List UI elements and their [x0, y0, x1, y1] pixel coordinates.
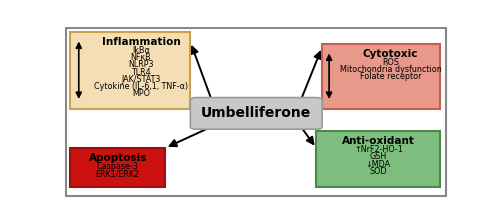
- FancyBboxPatch shape: [70, 32, 190, 109]
- Text: Cytokine (IL-6,1, TNF-α): Cytokine (IL-6,1, TNF-α): [94, 82, 188, 91]
- Text: Apoptosis: Apoptosis: [88, 153, 147, 163]
- Text: Folate receptor: Folate receptor: [360, 72, 422, 81]
- Text: GSH: GSH: [370, 153, 387, 161]
- Text: Inflammation: Inflammation: [102, 37, 180, 47]
- FancyBboxPatch shape: [316, 131, 440, 187]
- Text: ROS: ROS: [382, 58, 399, 67]
- Text: JAK/STAT3: JAK/STAT3: [122, 75, 160, 84]
- Text: TLR4: TLR4: [131, 68, 151, 77]
- Text: Caspase-3: Caspase-3: [97, 162, 138, 171]
- Text: ↑NrF2-HO-1: ↑NrF2-HO-1: [354, 145, 403, 154]
- Text: SOD: SOD: [370, 167, 387, 176]
- Text: ERK1/ERK2: ERK1/ERK2: [96, 170, 140, 178]
- Text: NFκB: NFκB: [130, 53, 152, 62]
- FancyBboxPatch shape: [70, 148, 165, 187]
- Text: Umbelliferone: Umbelliferone: [201, 106, 312, 120]
- Text: Cytotoxic: Cytotoxic: [363, 49, 418, 59]
- Text: MPO: MPO: [132, 89, 150, 98]
- FancyBboxPatch shape: [66, 28, 446, 196]
- Text: NLRP3: NLRP3: [128, 60, 154, 69]
- Text: Mitochondria dysfunction: Mitochondria dysfunction: [340, 65, 442, 74]
- Text: Anti-oxidant: Anti-oxidant: [342, 136, 415, 146]
- FancyBboxPatch shape: [190, 98, 322, 129]
- Text: IkBα: IkBα: [132, 46, 150, 55]
- Text: ↓MDA: ↓MDA: [366, 160, 391, 169]
- FancyBboxPatch shape: [322, 44, 440, 109]
